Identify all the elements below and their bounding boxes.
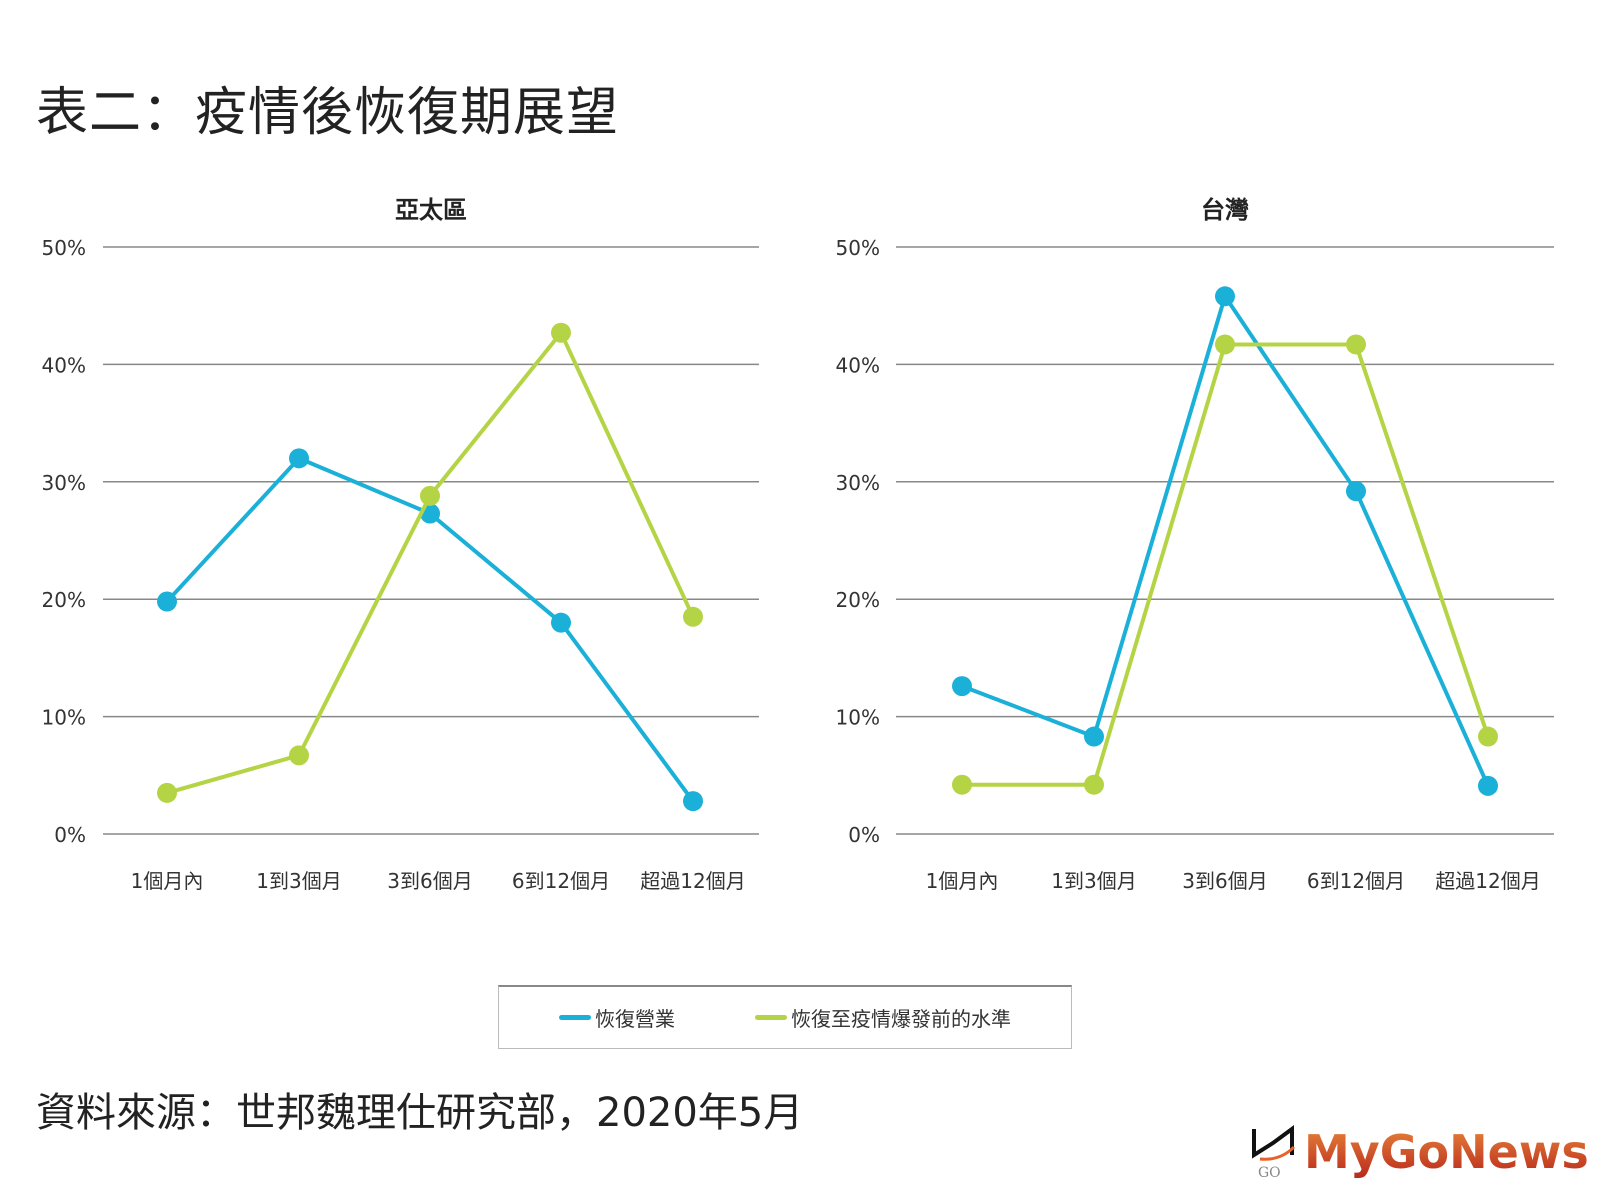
x-tick-label: 超過12個月 [1435, 869, 1540, 893]
legend-item-series1: 恢復營業 [559, 1003, 675, 1032]
x-tick-label: 6到12個月 [512, 869, 610, 893]
y-tick-label: 20% [836, 588, 880, 612]
y-tick-label: 0% [54, 823, 86, 847]
data-point [1478, 775, 1498, 796]
y-tick-label: 30% [42, 471, 86, 495]
legend-item-series2: 恢復至疫情爆發前的水準 [755, 1003, 1011, 1032]
page-title: 表二：疫情後恢復期展望 [36, 83, 620, 143]
data-point [683, 791, 703, 812]
series-line-2 [962, 342, 1490, 787]
data-point [952, 676, 972, 697]
x-tick-label: 6到12個月 [1307, 869, 1405, 893]
data-point [1084, 774, 1104, 795]
source-note: 資料來源：世邦魏理仕研究部，2020年5月 [36, 1090, 804, 1136]
data-point [683, 606, 703, 627]
chart-title: 台灣 [1201, 196, 1249, 224]
x-tick-label: 1個月內 [926, 869, 999, 893]
legend-label: 恢復至疫情爆發前的水準 [791, 1007, 1011, 1031]
x-tick-label: 1到3個月 [256, 869, 341, 893]
data-point [1478, 726, 1498, 747]
data-point [289, 448, 309, 469]
legend-swatch-blue [559, 1015, 591, 1020]
data-point [157, 591, 177, 612]
legend: 恢復營業 恢復至疫情爆發前的水準 [498, 985, 1072, 1049]
logo-icon: GO [1252, 1125, 1296, 1179]
data-point [289, 745, 309, 766]
data-point [157, 782, 177, 803]
svg-text:GO: GO [1258, 1165, 1281, 1179]
data-point [1084, 726, 1104, 747]
y-tick-label: 20% [42, 588, 86, 612]
data-point [1346, 334, 1366, 355]
series-line-1 [961, 291, 1490, 787]
y-tick-label: 0% [848, 823, 880, 847]
data-point [952, 774, 972, 795]
chart-title: 亞太區 [395, 196, 467, 224]
data-point [1215, 334, 1235, 355]
data-point [551, 612, 571, 633]
x-tick-label: 3到6個月 [387, 869, 472, 893]
data-point [420, 485, 440, 506]
y-tick-label: 50% [836, 236, 880, 260]
y-tick-label: 10% [836, 706, 880, 730]
series-line-2 [166, 328, 695, 795]
x-tick-label: 1個月內 [131, 869, 204, 893]
logo-text: MyGoNews [1304, 1125, 1589, 1179]
y-tick-label: 30% [836, 471, 880, 495]
x-tick-label: 超過12個月 [640, 869, 745, 893]
y-tick-label: 10% [42, 706, 86, 730]
y-tick-label: 50% [42, 236, 86, 260]
y-tick-label: 40% [42, 353, 86, 377]
data-point [1346, 481, 1366, 502]
x-tick-label: 1到3個月 [1051, 869, 1136, 893]
data-point [1215, 286, 1235, 307]
logo: GO MyGoNews [1250, 1125, 1589, 1179]
y-tick-label: 40% [836, 353, 880, 377]
data-point [551, 322, 571, 343]
legend-label: 恢復營業 [595, 1007, 675, 1031]
x-tick-label: 3到6個月 [1182, 869, 1267, 893]
legend-swatch-green [755, 1015, 787, 1020]
